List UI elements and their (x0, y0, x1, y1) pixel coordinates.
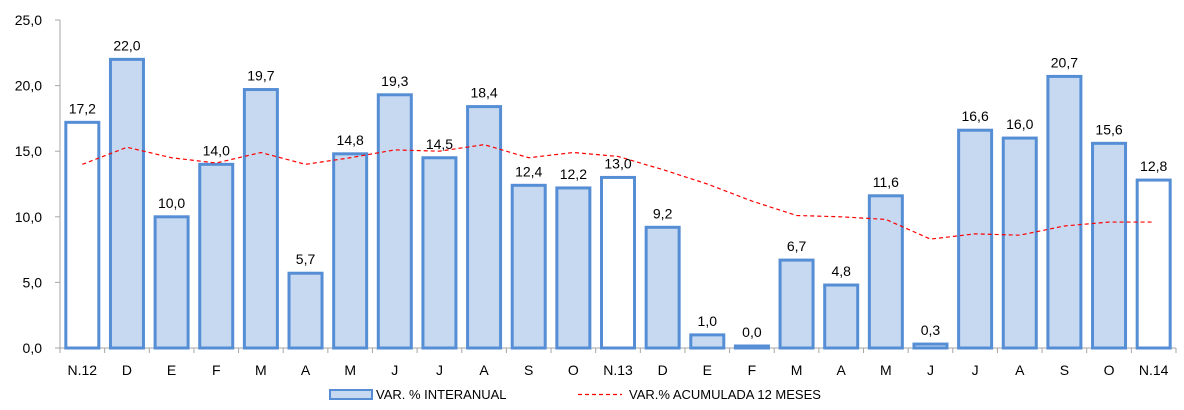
x-tick-label: D (122, 362, 132, 378)
bar (198, 162, 235, 350)
bar (1001, 136, 1038, 350)
bar (644, 225, 681, 350)
legend: VAR. % INTERANUAL VAR.% ACUMULADA 12 MES… (329, 387, 821, 402)
data-label: 10,0 (158, 195, 185, 211)
data-label: 22,0 (113, 37, 140, 53)
x-tick-label: A (837, 362, 847, 378)
data-label: 1,0 (698, 313, 718, 329)
x-tick-label: A (301, 362, 311, 378)
x-tick-label: F (212, 362, 221, 378)
y-tick-label: 15,0 (15, 143, 42, 159)
bar (733, 344, 770, 350)
data-label: 12,2 (560, 166, 587, 182)
legend-swatch-bar (329, 389, 373, 400)
data-label: 20,7 (1051, 54, 1078, 70)
x-tick-label: A (1015, 362, 1025, 378)
bar (867, 194, 904, 350)
x-tick-label: J (391, 362, 398, 378)
line-accumulated (82, 144, 1154, 240)
x-tick-label: N.12 (68, 362, 98, 378)
y-tick-label: 0,0 (23, 340, 43, 356)
data-label: 15,6 (1095, 121, 1122, 137)
bar (778, 258, 815, 350)
bar (242, 88, 279, 350)
data-label: 14,0 (203, 142, 230, 158)
x-tick-label: J (927, 362, 934, 378)
x-tick-label: O (1104, 362, 1115, 378)
data-label: 12,8 (1140, 158, 1167, 174)
bar (823, 283, 860, 350)
data-label: 5,7 (296, 251, 316, 267)
data-label: 19,3 (381, 73, 408, 89)
data-label: 0,0 (742, 324, 762, 340)
x-tick-label: M (880, 362, 892, 378)
bar (466, 105, 503, 350)
y-tick-label: 25,0 (15, 12, 42, 28)
x-tick-label: N.14 (1139, 362, 1169, 378)
bar (510, 183, 547, 350)
data-label: 18,4 (470, 85, 497, 101)
data-label: 12,4 (515, 163, 542, 179)
x-tick-label: F (748, 362, 757, 378)
x-tick-label: D (658, 362, 668, 378)
bar (153, 215, 190, 350)
bar (332, 152, 369, 350)
legend-label-bar: VAR. % INTERANUAL (376, 387, 507, 402)
bar (600, 175, 636, 350)
data-label: 13,0 (604, 155, 631, 171)
bar (912, 342, 949, 350)
bar (957, 128, 994, 350)
y-tick-label: 10,0 (15, 209, 42, 225)
data-label: 0,3 (921, 322, 941, 338)
x-tick-label: M (255, 362, 267, 378)
bar (287, 271, 324, 350)
x-tick-label: E (703, 362, 712, 378)
y-axis: 0,0 5,0 10,0 15,0 20,0 25,0 (15, 12, 61, 356)
data-label: 16,0 (1006, 116, 1033, 132)
bar (1091, 141, 1128, 350)
x-tick-label: N.13 (603, 362, 633, 378)
bar (555, 186, 592, 350)
y-tick-label: 5,0 (23, 274, 43, 290)
y-tick-label: 20,0 (15, 78, 42, 94)
data-label: 11,6 (873, 174, 899, 190)
bar-series (64, 57, 1172, 350)
bar (689, 333, 726, 350)
x-tick-label: J (436, 362, 443, 378)
bar (421, 156, 458, 350)
data-label: 6,7 (787, 238, 807, 254)
data-label: 19,7 (247, 68, 274, 84)
legend-label-line: VAR.% ACUMULADA 12 MESES (629, 387, 821, 402)
data-label: 4,8 (831, 263, 851, 279)
x-axis: N.12 D E F M A M J J A S O N.13 D E F M A M J J A S O N.14 (59, 347, 1177, 378)
x-tick-label: O (568, 362, 579, 378)
x-tick-label: S (1060, 362, 1069, 378)
bar (108, 57, 145, 350)
bar (376, 93, 413, 350)
bar (1135, 178, 1172, 350)
x-tick-label: M (344, 362, 356, 378)
data-label: 17,2 (69, 100, 96, 116)
data-label: 9,2 (653, 205, 673, 221)
x-tick-label: S (524, 362, 533, 378)
x-tick-label: J (972, 362, 979, 378)
data-label: 14,8 (337, 132, 364, 148)
bar (64, 120, 101, 350)
data-labels: 17,2 22,0 10,0 14,0 19,7 5,7 14,8 19,3 14,5 18,4 1… (69, 37, 1168, 340)
bar (1046, 74, 1083, 350)
x-tick-label: M (791, 362, 803, 378)
x-tick-label: A (479, 362, 489, 378)
x-tick-label: E (167, 362, 176, 378)
line-series (82, 144, 1154, 240)
data-label: 16,6 (961, 108, 988, 124)
data-label: 14,5 (426, 136, 453, 152)
